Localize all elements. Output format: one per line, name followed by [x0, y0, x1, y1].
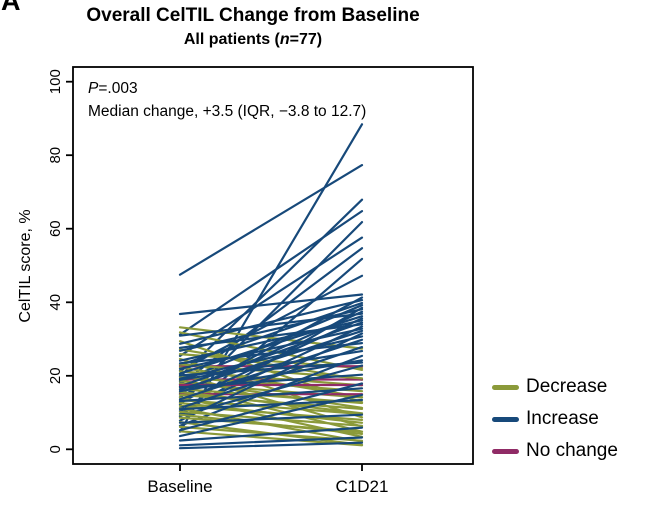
axis-ticks-layer: 0 20 40 60 80 100 Baseline C1D21	[47, 69, 388, 496]
patient-line-increase	[178, 342, 364, 365]
legend-item-no_change: No change	[492, 435, 618, 467]
patient-line-increase	[178, 210, 364, 336]
chart-title: Overall CelTIL Change from Baseline	[86, 5, 420, 26]
legend-label-decrease: Decrease	[526, 376, 608, 397]
x-tick-label: Baseline	[147, 477, 212, 496]
chart-subtitle: All patients (n=77)	[0, 31, 506, 49]
p-value-annotation: P=.003	[88, 80, 138, 97]
subtitle-prefix: All patients (	[183, 31, 280, 48]
patient-line-increase	[178, 327, 364, 370]
legend-swatch-decrease	[492, 384, 519, 390]
patient-line-increase	[178, 323, 364, 349]
patient-line-increase	[178, 299, 364, 345]
panel-label: A	[1, 0, 21, 16]
legend: Decrease Increase No change	[492, 371, 618, 467]
patient-line-increase	[178, 198, 364, 378]
median-change-annotation: Median change, +3.5 (IQR, −3.8 to 12.7)	[88, 103, 366, 120]
y-tick-label: 20	[47, 367, 64, 384]
y-tick-label: 40	[47, 294, 64, 311]
legend-swatch-no_change	[492, 448, 519, 454]
patient-line-increase	[178, 312, 364, 337]
patient-line-increase	[178, 436, 364, 447]
x-tick-label: C1D21	[336, 477, 389, 496]
patient-line-increase	[178, 315, 364, 375]
y-tick-label: 0	[47, 445, 64, 453]
patient-line-increase	[178, 335, 364, 380]
patient-line-decrease	[178, 326, 364, 350]
patient-line-increase	[178, 164, 364, 276]
y-tick-label: 100	[47, 69, 64, 94]
y-tick-label: 80	[47, 147, 64, 164]
patient-line-increase	[178, 413, 364, 424]
patient-line-increase	[178, 441, 364, 450]
patient-line-increase	[178, 293, 364, 316]
y-tick-label: 60	[47, 220, 64, 237]
legend-label-increase: Increase	[526, 408, 599, 429]
legend-swatch-increase	[492, 416, 519, 422]
patient-line-increase	[178, 319, 364, 362]
patient-line-increase	[178, 426, 364, 442]
patient-lines-layer	[178, 123, 364, 450]
subtitle-suffix: =77)	[289, 31, 323, 48]
legend-item-increase: Increase	[492, 403, 618, 435]
plot-box	[72, 66, 474, 465]
patient-line-increase	[178, 398, 364, 411]
subtitle-n-italic: n	[279, 31, 290, 48]
patient-line-increase	[178, 329, 364, 391]
y-axis-label: CelTIL score, %	[17, 209, 34, 322]
legend-item-decrease: Decrease	[492, 371, 618, 403]
patient-line-increase	[178, 373, 364, 389]
patient-line-increase	[178, 350, 364, 381]
legend-label-no_change: No change	[526, 440, 618, 461]
patient-line-increase	[178, 361, 364, 377]
